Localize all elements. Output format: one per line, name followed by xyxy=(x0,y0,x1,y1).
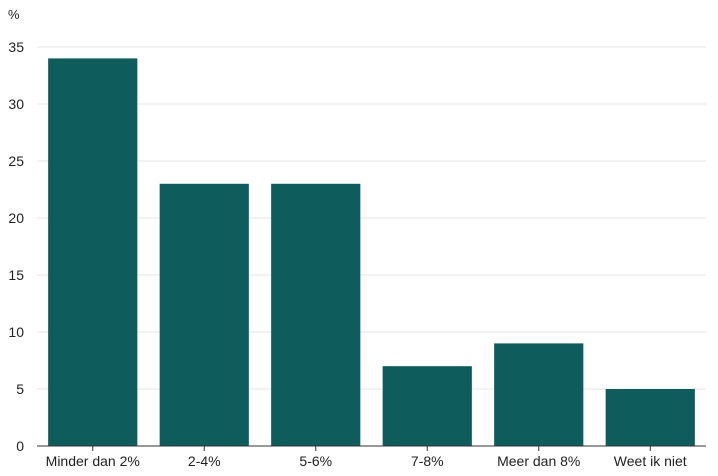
x-tick-label: Weet ik niet xyxy=(614,453,687,469)
x-tick-label: 2-4% xyxy=(188,453,221,469)
y-tick-label: 20 xyxy=(8,210,24,226)
y-tick-label: 35 xyxy=(8,39,24,55)
bar xyxy=(271,183,361,447)
y-tick-label: 30 xyxy=(8,96,24,112)
x-tick-label: Minder dan 2% xyxy=(46,453,140,469)
bars xyxy=(48,58,695,447)
x-tick-label: 7-8% xyxy=(411,453,444,469)
y-tick-label: 15 xyxy=(8,267,24,283)
bar xyxy=(159,183,249,447)
y-tick-label: 10 xyxy=(8,324,24,340)
x-tick-label: 5-6% xyxy=(299,453,332,469)
x-tick-label: Meer dan 8% xyxy=(497,453,580,469)
gridlines xyxy=(37,46,706,390)
bar xyxy=(605,389,695,446)
y-tick-label: 5 xyxy=(16,381,24,397)
bar xyxy=(382,366,472,446)
x-axis-ticks: Minder dan 2% 2-4% 5-6% 7-8% Meer dan 8% Weet… xyxy=(46,446,687,469)
bar xyxy=(494,343,584,446)
y-axis-ticks: 0 5 10 15 20 25 30 35 xyxy=(8,39,24,454)
y-tick-label: 0 xyxy=(16,438,24,454)
bar xyxy=(48,58,138,447)
y-axis-unit-label: % xyxy=(8,7,20,22)
y-tick-label: 25 xyxy=(8,153,24,169)
